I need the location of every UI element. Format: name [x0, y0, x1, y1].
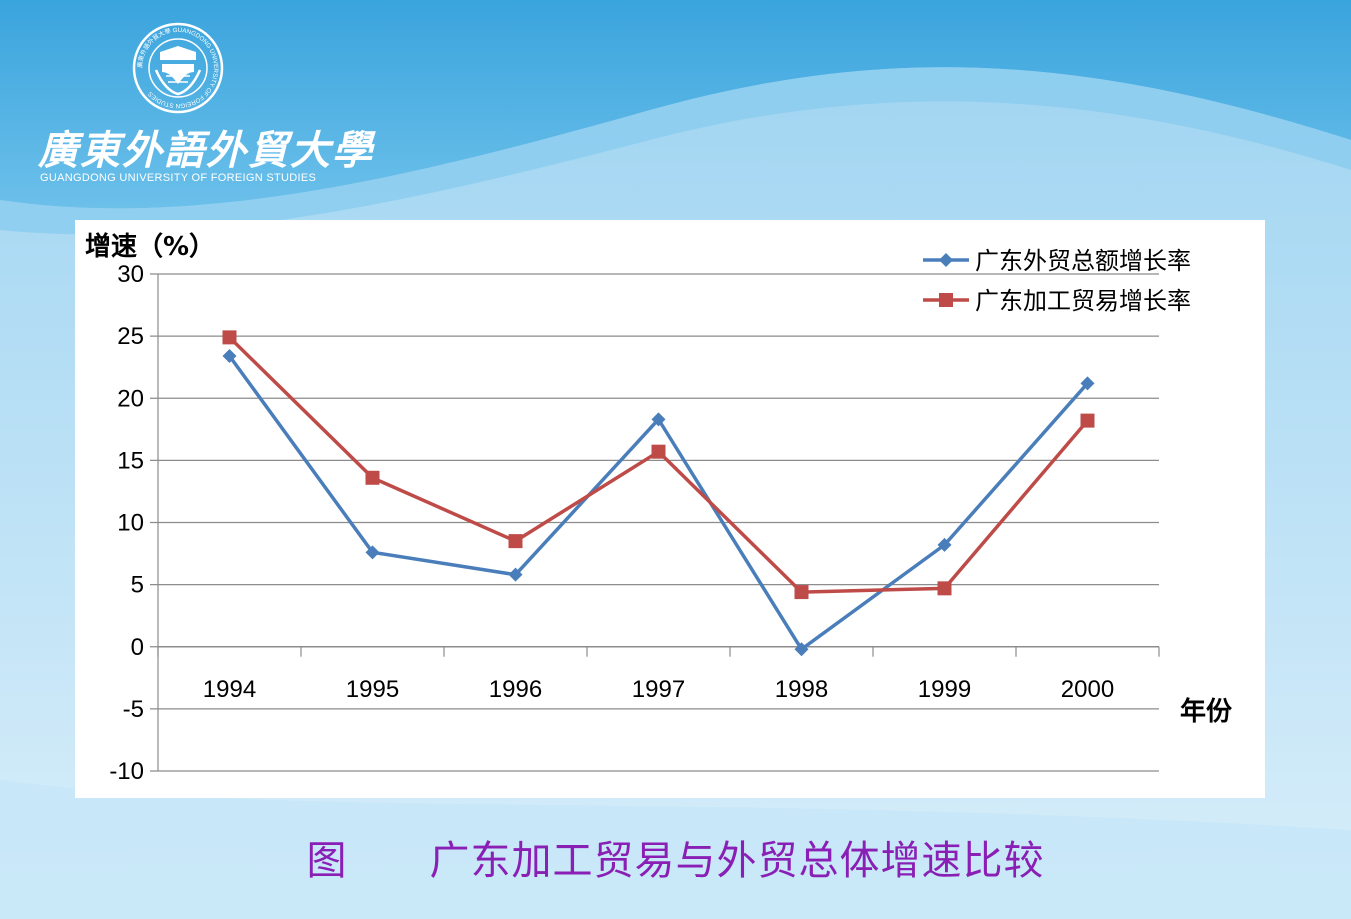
- x-tick-label: 1999: [918, 676, 971, 703]
- legend-marker-square: [939, 293, 953, 307]
- figure-caption: 图 广东加工贸易与外贸总体增速比较: [306, 838, 1045, 884]
- university-name-en: GUANGDONG UNIVERSITY OF FOREIGN STUDIES: [40, 172, 317, 184]
- line-chart: 30 25 20 15 10 5 0 -5 -10 1994 1995 1996 1997 1998 199…: [85, 231, 1232, 785]
- data-point-square: [508, 534, 523, 549]
- series-line-1: [228, 354, 1089, 651]
- university-seal-icon: 廣東外語外貿大學 GUANGDONG UNIVERSITY OF FOREIGN…: [132, 22, 224, 114]
- x-tick-label: 1998: [775, 676, 828, 703]
- data-point-diamond: [365, 545, 380, 560]
- university-name-cn: 廣東外語外貿大學: [38, 127, 374, 174]
- y-tick-label: 0: [131, 634, 144, 661]
- data-point-diamond: [508, 567, 523, 582]
- y-tick-label: 15: [117, 447, 144, 474]
- y-tick-label: 25: [117, 323, 144, 350]
- x-tick-label: 1995: [346, 676, 399, 703]
- data-point-square: [651, 444, 666, 459]
- x-tick-label: 1997: [632, 676, 685, 703]
- x-tick-label: 2000: [1061, 676, 1114, 703]
- data-point-diamond: [937, 537, 952, 552]
- legend-marker-diamond: [939, 253, 953, 267]
- series-line-2: [228, 336, 1089, 594]
- x-tick-label: 1996: [489, 676, 542, 703]
- data-point-square: [937, 581, 952, 596]
- chart-panel: 30 25 20 15 10 5 0 -5 -10 1994 1995 1996 1997 1998 199…: [75, 220, 1265, 798]
- university-logo: 廣東外語外貿大學 GUANGDONG UNIVERSITY OF FOREIGN…: [30, 22, 372, 192]
- data-point-diamond: [1080, 376, 1095, 391]
- y-tick-label: 10: [117, 510, 144, 537]
- data-point-square: [1080, 413, 1095, 428]
- data-point-diamond: [222, 349, 237, 364]
- x-axis-title: 年份: [1180, 696, 1232, 727]
- y-tick-label: -5: [123, 696, 144, 723]
- y-axis-title: 增速（%）: [85, 231, 215, 262]
- y-tick-label: 5: [131, 572, 144, 599]
- data-point-diamond: [651, 412, 666, 427]
- y-tick-label: 30: [117, 261, 144, 288]
- y-tick-label: -10: [109, 758, 144, 785]
- data-point-square: [794, 585, 809, 600]
- data-point-square: [222, 330, 237, 345]
- legend-label: 广东外贸总额增长率: [975, 247, 1191, 275]
- data-point-square: [365, 470, 380, 485]
- data-point-diamond: [794, 642, 809, 657]
- legend-label: 广东加工贸易增长率: [975, 287, 1191, 315]
- y-tick-label: 20: [117, 385, 144, 412]
- x-tick-label: 1994: [203, 676, 256, 703]
